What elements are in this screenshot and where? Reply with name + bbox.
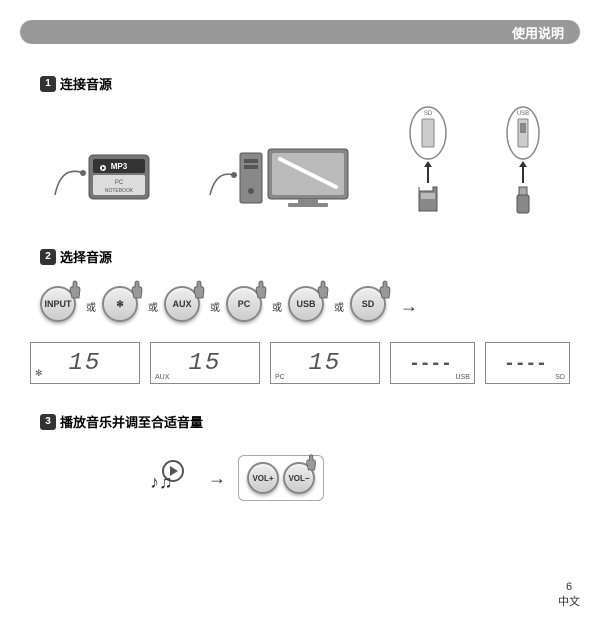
header-bar: 使用说明 [20,20,580,44]
svg-text:SD: SD [423,111,432,117]
hand-icon [314,278,334,302]
page-number: 6 [558,581,580,593]
hand-icon [66,278,86,302]
lcd-usb-label: USB [456,374,470,381]
sd-slot-icon: SD [403,105,453,215]
sources-row: MP3 PC NOTEBOOK [20,105,580,235]
vol-plus-label: VOL+ [252,474,273,483]
lcd-sd-label: SD [555,374,565,381]
svg-text:PC: PC [114,180,123,186]
or-4: 或 [272,299,282,314]
knob-aux-label: AUX [172,299,191,309]
knob-bt-label: ✻ [116,299,124,310]
section-2-text: 选择音源 [60,247,112,266]
badge-3: 3 [40,414,56,430]
knob-usb-label: USB [296,299,315,309]
lcd-pc-value: 15 [309,350,342,377]
knob-sd-label: SD [362,299,375,309]
lcd-aux-label: AUX [155,374,169,381]
hand-icon [252,278,272,302]
or-5: 或 [334,299,344,314]
lcd-sd-value: ---- [506,352,549,375]
lcd-aux: 15 AUX [150,342,260,384]
page-footer: 6 中文 [558,581,580,609]
mp3-player-icon: MP3 PC NOTEBOOK [53,135,163,215]
knob-input: INPUT [40,286,80,326]
section-2-title: 2 选择音源 [40,247,580,266]
badge-2: 2 [40,249,56,265]
hand-icon [190,278,210,302]
lcd-usb: ---- USB [390,342,475,384]
lcd-usb-value: ---- [411,352,454,375]
lcd-bt-icon: ✻ [35,368,43,379]
hand-icon [376,278,396,302]
knob-pc: PC [226,286,266,326]
knob-usb: USB [288,286,328,326]
section-1-title: 1 连接音源 [40,74,580,93]
knob-bluetooth: ✻ [102,286,142,326]
vol-minus-label: VOL− [288,474,309,483]
section-3-title: 3 播放音乐并调至合适音量 [40,412,580,431]
knob-pc-label: PC [238,299,251,309]
knob-aux: AUX [164,286,204,326]
svg-text:MP3: MP3 [110,162,127,171]
lcd-bt: ✻ 15 [30,342,140,384]
hand-icon [128,278,148,302]
badge-1: 1 [40,76,56,92]
section-1-text: 连接音源 [60,74,112,93]
or-3: 或 [210,299,220,314]
section-3-text: 播放音乐并调至合适音量 [60,412,203,431]
or-2: 或 [148,299,158,314]
lcd-pc: 15 PC [270,342,380,384]
lcd-aux-value: 15 [189,350,222,377]
svg-text:NOTEBOOK: NOTEBOOK [104,188,133,194]
lcd-pc-label: PC [275,374,285,381]
or-1: 或 [86,299,96,314]
vol-plus-knob: VOL+ [247,462,279,494]
vol-minus-knob: VOL− [283,462,315,494]
arrow-right-icon: → [400,296,418,317]
arrow-right-icon: → [208,468,226,489]
page-lang: 中文 [558,593,580,609]
lcd-row: ✻ 15 15 AUX 15 PC ---- USB ---- SD [20,342,580,384]
svg-text:USB: USB [516,111,528,117]
volume-knobs-group: VOL+ VOL− [238,455,324,501]
lcd-sd: ---- SD [485,342,570,384]
header-title: 使用说明 [512,23,564,42]
play-music-icon: ♪♫ [150,458,190,498]
knob-sd: SD [350,286,390,326]
hand-icon [303,452,321,474]
selector-row: INPUT 或 ✻ 或 AUX 或 PC 或 USB 或 SD → [20,278,580,342]
pc-monitor-icon [208,135,358,215]
lcd-bt-value: 15 [69,350,102,377]
usb-slot-icon: USB [498,105,548,215]
play-row: ♪♫ → VOL+ VOL− [20,443,580,501]
